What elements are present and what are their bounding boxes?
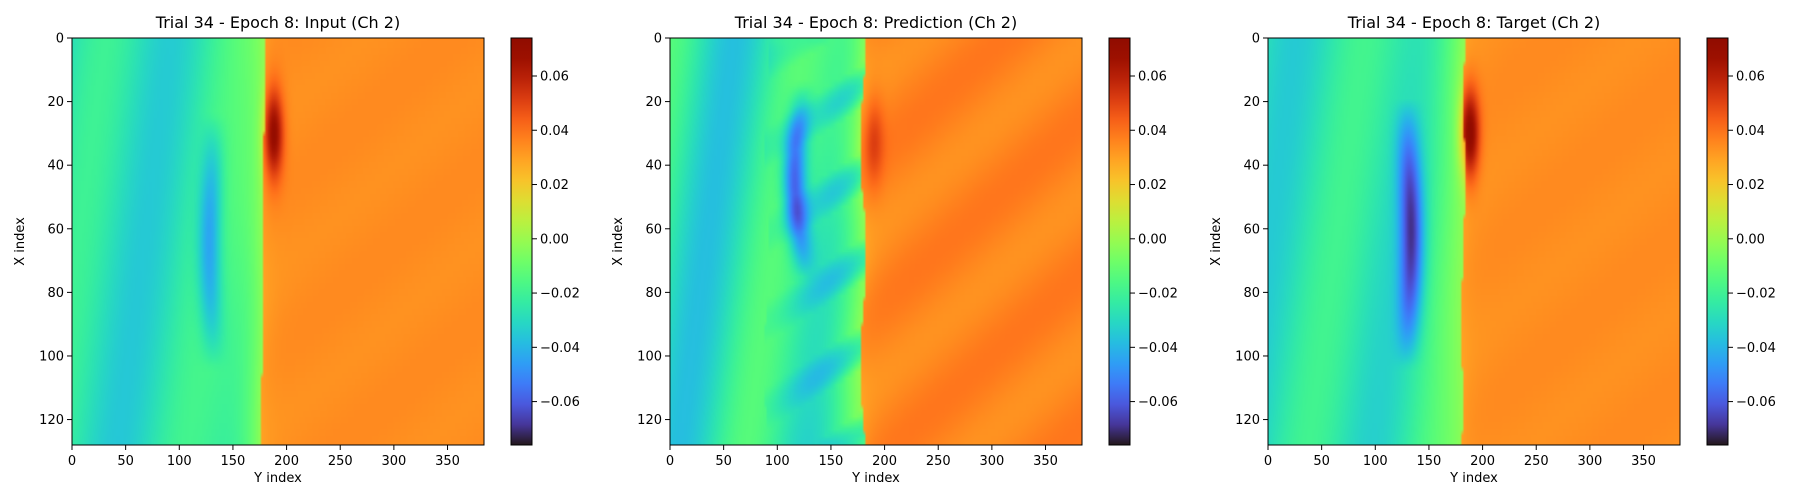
- y-tick-label: 100: [39, 349, 64, 364]
- y-tick-label: 40: [645, 159, 662, 174]
- colorbar-tick-label: 0.02: [1138, 178, 1167, 193]
- x-tick-label: 350: [1033, 454, 1058, 469]
- colorbar-gradient: [1108, 37, 1131, 446]
- colorbar-tick-label: −0.04: [1736, 341, 1776, 356]
- x-tick-label: 250: [1524, 454, 1549, 469]
- x-tick-label: 300: [1577, 454, 1602, 469]
- colorbar-gradient: [1706, 37, 1729, 446]
- y-tick-label: 120: [1235, 413, 1260, 428]
- colorbar-tick-label: −0.02: [1736, 287, 1776, 302]
- heatmap-image: [72, 38, 484, 445]
- heatmap-image: [1268, 38, 1680, 445]
- y-tick-label: 100: [637, 349, 662, 364]
- colorbar-tick-label: −0.04: [540, 341, 580, 356]
- x-tick-label: 200: [872, 454, 897, 469]
- y-tick-label: 100: [1235, 349, 1260, 364]
- colorbar-tick-label: 0.06: [540, 69, 569, 84]
- y-tick-label: 60: [1243, 222, 1260, 237]
- colorbar-tick-label: −0.02: [1138, 287, 1178, 302]
- colorbar-tick-label: 0.06: [1138, 69, 1167, 84]
- x-tick-label: 350: [1631, 454, 1656, 469]
- x-tick-label: 50: [1313, 454, 1330, 469]
- x-tick-label: 50: [117, 454, 134, 469]
- x-tick-label: 150: [819, 454, 844, 469]
- heatmap-image: [670, 38, 1082, 445]
- y-tick-label: 20: [47, 95, 64, 110]
- x-tick-label: 250: [926, 454, 951, 469]
- x-tick-label: 300: [979, 454, 1004, 469]
- y-tick-label: 0: [654, 32, 662, 47]
- x-tick-label: 300: [381, 454, 406, 469]
- heatmap-panel-1: Trial 34 - Epoch 8: Input (Ch 2) 0 50 100 15…: [13, 13, 580, 486]
- colorbar-tick-label: 0.02: [540, 178, 569, 193]
- chart-title: Trial 34 - Epoch 8: Prediction (Ch 2): [734, 13, 1017, 32]
- x-tick-label: 100: [167, 454, 192, 469]
- axes-frame: [1267, 37, 1681, 446]
- y-tick-label: 80: [47, 286, 64, 301]
- x-tick-label: 150: [1417, 454, 1442, 469]
- colorbar-tick-label: −0.06: [1736, 395, 1776, 410]
- y-tick-label: 0: [56, 32, 64, 47]
- x-axis-label: Y index: [1449, 471, 1498, 486]
- y-tick-label: 120: [637, 413, 662, 428]
- x-tick-label: 0: [666, 454, 674, 469]
- colorbar-tick-label: 0.00: [1736, 232, 1765, 247]
- colorbar-tick-label: 0.00: [1138, 232, 1167, 247]
- x-tick-label: 100: [1363, 454, 1388, 469]
- y-tick-label: 0: [1252, 32, 1260, 47]
- colorbar: 0.06 0.04 0.02 0.00 −0.02 −0.04 −0.06: [1706, 37, 1776, 446]
- y-axis-label: X index: [611, 217, 626, 266]
- y-tick-label: 80: [1243, 286, 1260, 301]
- heatmap-panel-3: Trial 34 - Epoch 8: Target (Ch 2) 0 50 100 1…: [1209, 13, 1776, 486]
- colorbar-tick-label: 0.04: [1138, 124, 1167, 139]
- chart-title: Trial 34 - Epoch 8: Input (Ch 2): [155, 13, 400, 32]
- y-axis-label: X index: [1209, 217, 1224, 266]
- x-tick-label: 350: [435, 454, 460, 469]
- chart-title: Trial 34 - Epoch 8: Target (Ch 2): [1347, 13, 1600, 32]
- x-tick-label: 0: [1264, 454, 1272, 469]
- y-tick-label: 60: [645, 222, 662, 237]
- colorbar-tick-label: −0.04: [1138, 341, 1178, 356]
- x-tick-label: 200: [1470, 454, 1495, 469]
- axes-frame: [71, 37, 485, 446]
- colorbar-tick-label: 0.02: [1736, 178, 1765, 193]
- colorbar: 0.06 0.04 0.02 0.00 −0.02 −0.04 −0.06: [1108, 37, 1178, 446]
- y-tick-label: 40: [1243, 159, 1260, 174]
- x-axis-label: Y index: [253, 471, 302, 486]
- x-tick-label: 0: [68, 454, 76, 469]
- y-axis-label: X index: [13, 217, 28, 266]
- colorbar-tick-label: 0.00: [540, 232, 569, 247]
- x-tick-label: 250: [328, 454, 353, 469]
- y-tick-label: 40: [47, 159, 64, 174]
- y-tick-label: 20: [1243, 95, 1260, 110]
- axes-frame: [669, 37, 1083, 446]
- x-tick-label: 150: [221, 454, 246, 469]
- y-tick-label: 60: [47, 222, 64, 237]
- colorbar-tick-label: −0.06: [1138, 395, 1178, 410]
- x-axis-label: Y index: [851, 471, 900, 486]
- colorbar-tick-label: 0.04: [540, 124, 569, 139]
- heatmap-panel-2: Trial 34 - Epoch 8: Prediction (Ch 2) 0 50…: [611, 13, 1178, 486]
- x-tick-label: 100: [765, 454, 790, 469]
- colorbar-tick-label: 0.04: [1736, 124, 1765, 139]
- y-tick-label: 20: [645, 95, 662, 110]
- colorbar: 0.06 0.04 0.02 0.00 −0.02 −0.04 −0.06: [510, 37, 580, 446]
- y-tick-label: 120: [39, 413, 64, 428]
- colorbar-gradient: [510, 37, 533, 446]
- x-tick-label: 50: [715, 454, 732, 469]
- colorbar-tick-label: −0.06: [540, 395, 580, 410]
- x-tick-label: 200: [274, 454, 299, 469]
- y-tick-label: 80: [645, 286, 662, 301]
- colorbar-tick-label: −0.02: [540, 287, 580, 302]
- colorbar-tick-label: 0.06: [1736, 69, 1765, 84]
